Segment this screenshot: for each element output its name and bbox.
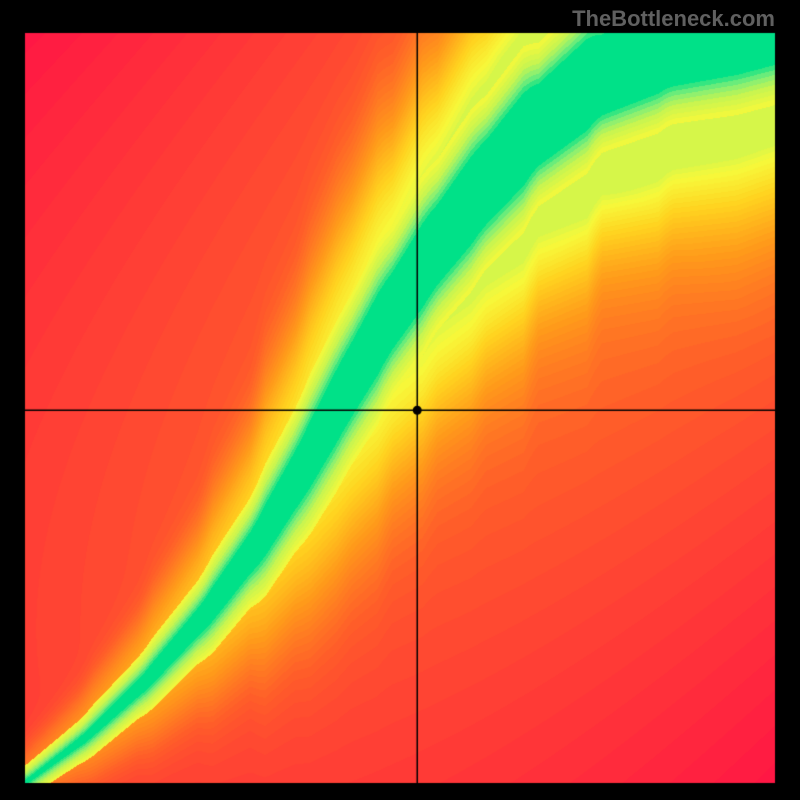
chart-container: TheBottleneck.com — [0, 0, 800, 800]
heatmap-canvas — [0, 0, 800, 800]
watermark-text: TheBottleneck.com — [572, 6, 775, 32]
